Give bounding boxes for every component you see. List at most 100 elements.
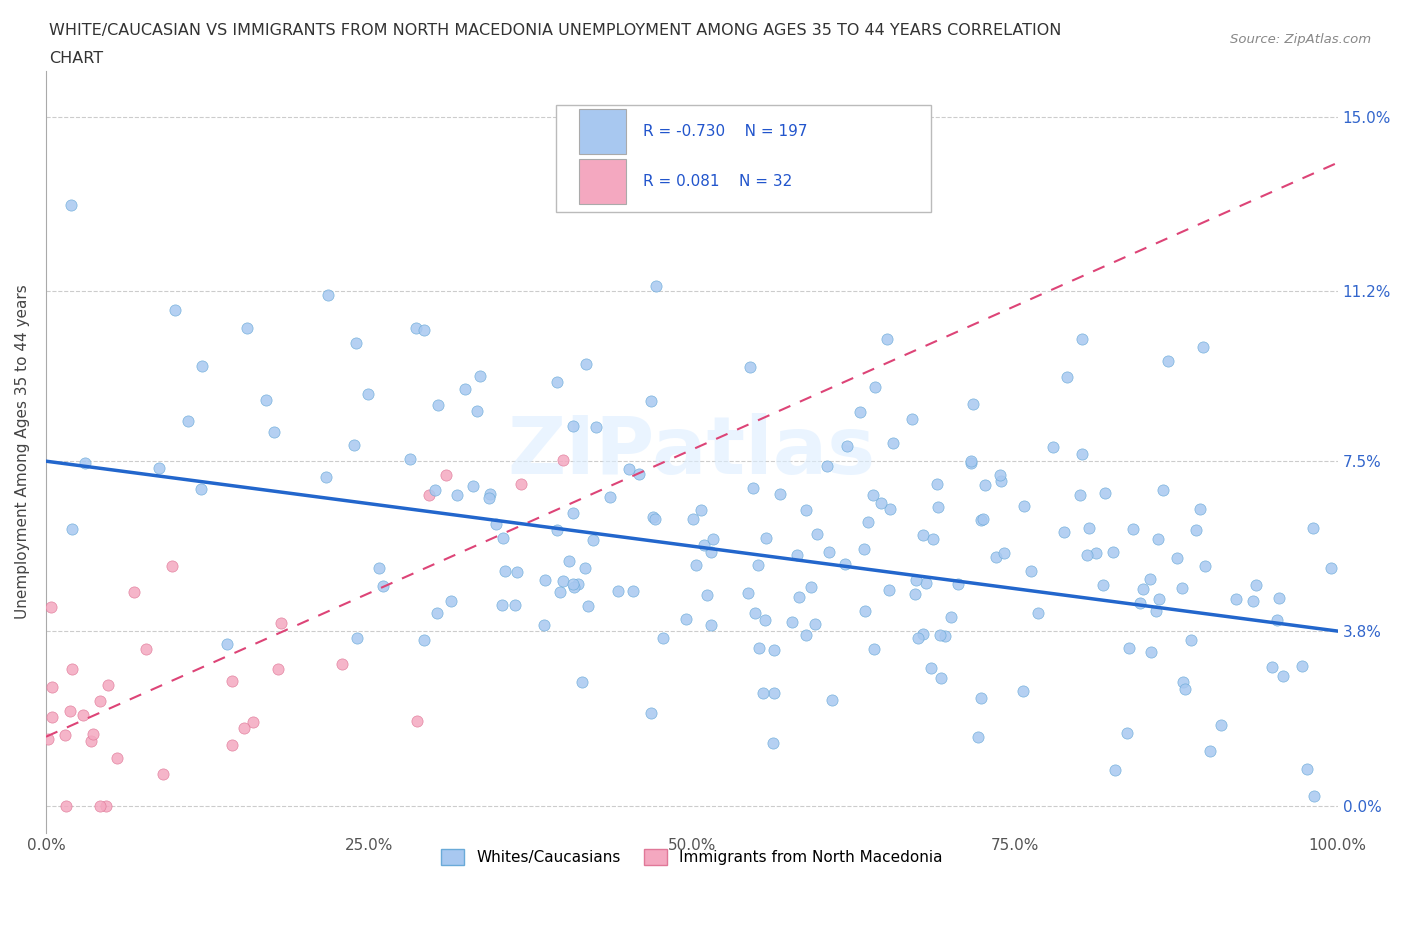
Text: WHITE/CAUCASIAN VS IMMIGRANTS FROM NORTH MACEDONIA UNEMPLOYMENT AMONG AGES 35 TO: WHITE/CAUCASIAN VS IMMIGRANTS FROM NORTH… <box>49 23 1062 38</box>
Point <box>1261 659 1284 674</box>
Point <box>546 375 568 390</box>
Point <box>534 573 557 588</box>
Point <box>1225 591 1247 606</box>
Point <box>558 553 581 568</box>
Point <box>346 631 368 645</box>
Point <box>509 476 531 491</box>
Point <box>1053 525 1076 539</box>
Point <box>675 611 697 626</box>
Point <box>221 673 243 688</box>
Point <box>426 398 449 413</box>
Point <box>959 454 981 469</box>
Point <box>970 690 993 705</box>
Point <box>1092 578 1115 593</box>
Point <box>41 710 63 724</box>
Point <box>571 674 593 689</box>
Point <box>769 486 792 501</box>
Point <box>803 617 825 631</box>
Point <box>990 473 1012 488</box>
Point <box>1129 596 1152 611</box>
Point <box>988 467 1011 482</box>
Point <box>135 642 157 657</box>
Point <box>1146 531 1168 546</box>
Point <box>1012 498 1035 513</box>
Point <box>371 578 394 593</box>
Point <box>1102 544 1125 559</box>
Point <box>821 692 844 707</box>
Point <box>575 356 598 371</box>
Point <box>1241 593 1264 608</box>
Point <box>398 452 420 467</box>
Point <box>72 708 94 723</box>
Point <box>858 514 880 529</box>
Point <box>562 577 585 591</box>
Point <box>1180 632 1202 647</box>
Point <box>82 726 104 741</box>
Point <box>263 424 285 439</box>
Point <box>800 579 823 594</box>
Point <box>53 728 76 743</box>
Point <box>1302 521 1324 536</box>
Point <box>465 404 488 418</box>
Point <box>1152 483 1174 498</box>
Point <box>693 538 716 552</box>
Point <box>1268 591 1291 605</box>
Point <box>877 582 900 597</box>
Point <box>627 467 650 482</box>
Point <box>412 322 434 337</box>
Point <box>412 632 434 647</box>
Point <box>418 487 440 502</box>
Point <box>60 662 83 677</box>
Point <box>270 615 292 630</box>
Point <box>221 737 243 752</box>
Point <box>818 544 841 559</box>
Point <box>190 482 212 497</box>
Point <box>242 715 264 730</box>
Point <box>105 751 128 765</box>
Point <box>948 577 970 591</box>
Point <box>852 541 875 556</box>
Point <box>652 631 675 645</box>
Point <box>574 561 596 576</box>
Point <box>1019 564 1042 578</box>
FancyBboxPatch shape <box>579 110 626 154</box>
Point <box>862 642 884 657</box>
Point <box>752 685 775 700</box>
Point <box>1144 604 1167 618</box>
Point <box>39 600 62 615</box>
Point <box>1122 522 1144 537</box>
Point <box>1171 674 1194 689</box>
Point <box>122 585 145 600</box>
Point <box>702 532 724 547</box>
Legend: Whites/Caucasians, Immigrants from North Macedonia: Whites/Caucasians, Immigrants from North… <box>436 844 949 871</box>
Point <box>55 798 77 813</box>
Point <box>37 732 59 747</box>
Point <box>491 598 513 613</box>
Point <box>1076 547 1098 562</box>
Point <box>862 487 884 502</box>
Point <box>233 721 256 736</box>
Point <box>643 510 665 525</box>
Point <box>468 368 491 383</box>
Point <box>794 628 817 643</box>
Point <box>599 489 621 504</box>
Point <box>478 491 501 506</box>
Point <box>941 609 963 624</box>
Point <box>1291 658 1313 673</box>
Point <box>644 512 666 526</box>
Point <box>550 585 572 600</box>
Point <box>925 476 948 491</box>
Text: R = 0.081    N = 32: R = 0.081 N = 32 <box>643 174 792 189</box>
Point <box>1303 789 1326 804</box>
Point <box>582 533 605 548</box>
Point <box>177 414 200 429</box>
Point <box>41 680 63 695</box>
Point <box>315 470 337 485</box>
Point <box>904 572 927 587</box>
Point <box>1116 725 1139 740</box>
Point <box>1104 763 1126 777</box>
Point <box>1132 581 1154 596</box>
Point <box>1157 353 1180 368</box>
Point <box>485 516 508 531</box>
Point <box>763 685 786 700</box>
